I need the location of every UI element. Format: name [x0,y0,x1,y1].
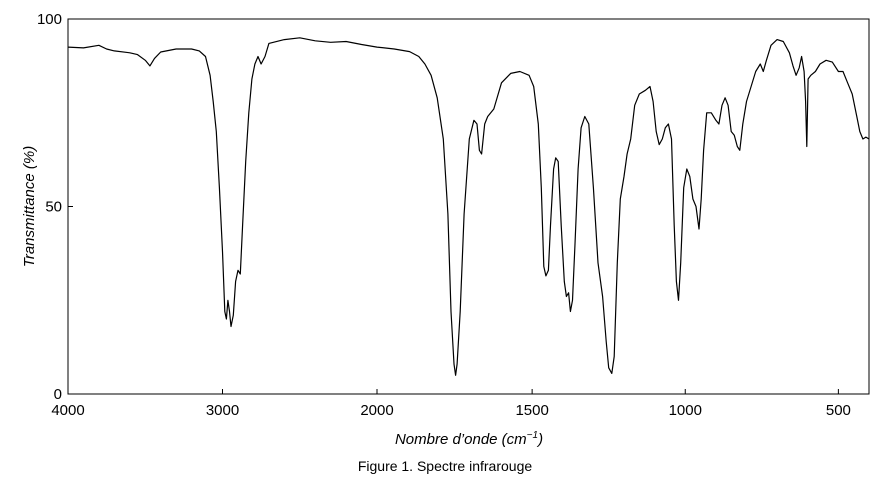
x-tick-label-1500: 1500 [515,402,548,419]
x-axis-ticks: 4000 3000 2000 1500 1000 500 [51,389,851,419]
y-tick-label-100: 100 [37,11,62,28]
x-axis-label: Nombre d’onde (cm−1) [395,430,543,448]
y-tick-label-50: 50 [45,199,62,216]
series-layer [67,37,870,376]
x-tick-label-2000: 2000 [360,402,393,419]
x-tick-label-3000: 3000 [206,402,239,419]
y-tick-label-0: 0 [54,386,62,403]
plot-border [67,18,870,395]
transmittance-series-line [67,37,870,376]
y-axis-label: Transmittance (%) [21,146,38,267]
x-axis-label-close: ) [536,431,543,448]
plot-frame [67,18,870,395]
figure-caption: Figure 1. Spectre infrarouge [357,458,533,474]
x-tick-label-500: 500 [826,402,851,419]
x-axis-label-superscript: −1 [527,430,538,441]
x-tick-label-4000: 4000 [51,402,84,419]
x-axis-label-main: Nombre d’onde (cm [395,431,527,448]
y-axis-ticks: 0 50 100 [37,11,73,403]
x-tick-label-1000: 1000 [669,402,702,419]
